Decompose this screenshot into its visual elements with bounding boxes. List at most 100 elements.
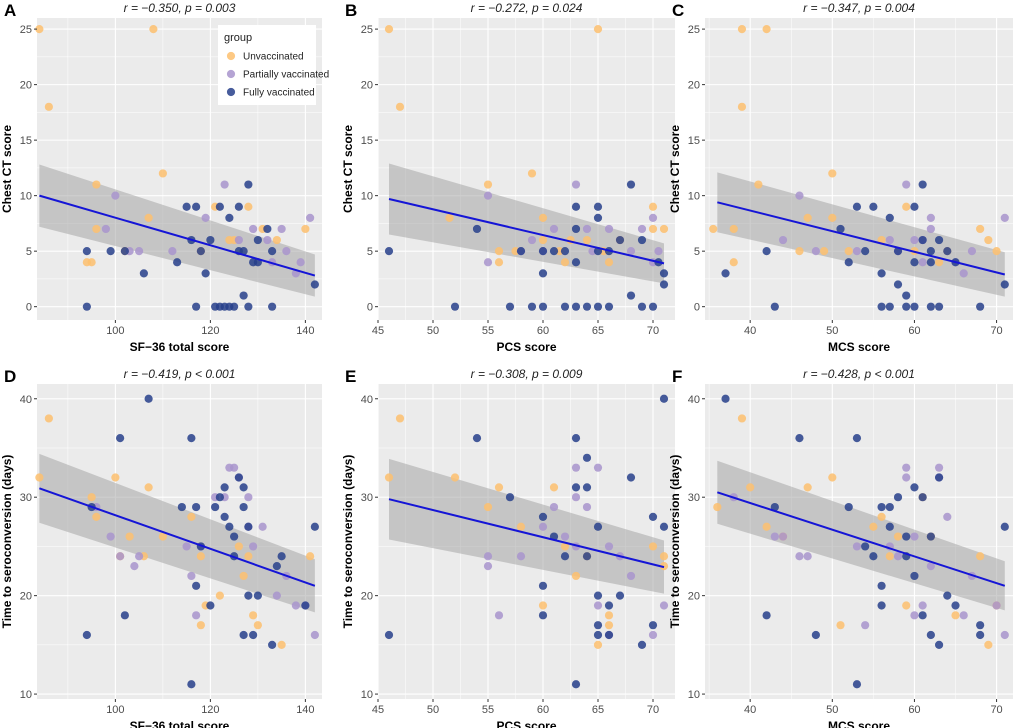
y-tick-label: 10: [688, 689, 700, 701]
point-partially-vaccinated: [593, 463, 603, 472]
point-fully-vaccinated: [192, 581, 201, 590]
x-tick-label: 55: [482, 325, 494, 337]
point-unvaccinated: [737, 102, 747, 111]
regression-line: [717, 491, 1006, 587]
y-axis-label: Time to seroconversion (days): [0, 455, 14, 629]
y-tick-label: 5: [26, 246, 32, 258]
point-fully-vaccinated: [582, 302, 592, 311]
point-fully-vaccinated: [770, 302, 779, 311]
point-fully-vaccinated: [177, 502, 186, 512]
y-tick-label: 10: [361, 689, 373, 701]
point-fully-vaccinated: [844, 258, 853, 267]
point-fully-vaccinated: [220, 483, 229, 492]
point-partially-vaccinated: [926, 213, 935, 222]
panel-title: r = −0.428, p < 0.001: [803, 367, 915, 381]
point-fully-vaccinated: [626, 473, 636, 482]
point-unvaccinated: [196, 552, 205, 561]
point-partially-vaccinated: [527, 235, 537, 245]
point-fully-vaccinated: [659, 522, 669, 531]
point-unvaccinated: [593, 640, 603, 649]
point-partially-vaccinated: [220, 180, 229, 189]
point-partially-vaccinated: [926, 224, 935, 234]
point-unvaccinated: [746, 483, 755, 492]
legend-marker: [226, 51, 236, 61]
point-unvaccinated: [582, 235, 592, 245]
point-partially-vaccinated: [549, 502, 559, 512]
point-fully-vaccinated: [852, 434, 862, 443]
point-fully-vaccinated: [538, 581, 548, 590]
point-partially-vaccinated: [277, 224, 286, 234]
point-partially-vaccinated: [795, 191, 804, 200]
point-partially-vaccinated: [893, 552, 903, 561]
point-fully-vaccinated: [582, 453, 592, 462]
point-partially-vaccinated: [902, 180, 911, 189]
point-partially-vaccinated: [306, 213, 315, 222]
legend-label: Fully vaccinated: [243, 88, 315, 99]
x-axis-label: MCS score: [828, 719, 890, 728]
point-fully-vaccinated: [869, 202, 878, 211]
point-unvaccinated: [893, 532, 903, 541]
regression-line: [39, 194, 316, 277]
point-partially-vaccinated: [560, 532, 570, 541]
point-fully-vaccinated: [450, 302, 460, 311]
y-axis-label: Chest CT score: [0, 125, 14, 213]
point-unvaccinated: [239, 571, 248, 581]
point-partially-vaccinated: [201, 213, 210, 222]
point-partially-vaccinated: [934, 463, 944, 472]
point-fully-vaccinated: [648, 621, 658, 630]
point-fully-vaccinated: [192, 302, 201, 311]
point-unvaccinated: [828, 169, 837, 178]
point-unvaccinated: [277, 640, 286, 649]
point-unvaccinated: [494, 247, 504, 256]
point-partially-vaccinated: [926, 562, 935, 571]
point-unvaccinated: [844, 247, 853, 256]
point-unvaccinated: [604, 611, 614, 620]
y-tick-label: 20: [688, 80, 700, 92]
point-fully-vaccinated: [893, 493, 903, 502]
point-fully-vaccinated: [926, 532, 935, 541]
panel-letter: E: [345, 367, 356, 386]
point-unvaccinated: [877, 512, 886, 521]
point-fully-vaccinated: [926, 302, 935, 311]
point-partially-vaccinated: [106, 532, 115, 541]
point-fully-vaccinated: [593, 621, 603, 630]
point-unvaccinated: [253, 621, 262, 630]
point-unvaccinated: [92, 224, 101, 234]
x-tick-label: 40: [744, 704, 756, 716]
panel-b: 45 50 55 60 65 70 0 5 10 15 20 25 r = −0.272, p = 0.…: [341, 1, 675, 354]
y-tick-label: 20: [20, 80, 32, 92]
point-partially-vaccinated: [910, 611, 919, 620]
point-fully-vaccinated: [976, 302, 985, 311]
point-partially-vaccinated: [959, 269, 968, 278]
point-fully-vaccinated: [253, 235, 262, 245]
point-fully-vaccinated: [244, 591, 253, 600]
point-fully-vaccinated: [762, 247, 771, 256]
point-partially-vaccinated: [571, 463, 581, 472]
point-fully-vaccinated: [659, 280, 669, 289]
point-unvaccinated: [196, 621, 205, 630]
point-fully-vaccinated: [220, 512, 229, 521]
point-fully-vaccinated: [560, 302, 570, 311]
point-fully-vaccinated: [538, 302, 548, 311]
point-fully-vaccinated: [516, 247, 526, 256]
point-unvaccinated: [934, 258, 944, 267]
point-fully-vaccinated: [571, 258, 581, 267]
regression-line: [717, 201, 1006, 276]
point-unvaccinated: [549, 483, 559, 492]
y-tick-label: 30: [688, 492, 700, 504]
point-unvaccinated: [215, 591, 224, 600]
point-partially-vaccinated: [538, 522, 548, 531]
point-unvaccinated: [869, 522, 878, 531]
y-tick-label: 5: [367, 246, 373, 258]
point-fully-vaccinated: [659, 394, 669, 403]
regression-line: [388, 198, 665, 265]
x-tick-label: 120: [201, 325, 219, 337]
x-tick-label: 55: [482, 704, 494, 716]
panel-letter: B: [345, 1, 357, 20]
point-unvaccinated: [144, 213, 153, 222]
point-unvaccinated: [538, 601, 548, 610]
point-fully-vaccinated: [861, 247, 870, 256]
point-unvaccinated: [483, 180, 493, 189]
point-fully-vaccinated: [976, 630, 985, 640]
point-fully-vaccinated: [910, 571, 919, 581]
